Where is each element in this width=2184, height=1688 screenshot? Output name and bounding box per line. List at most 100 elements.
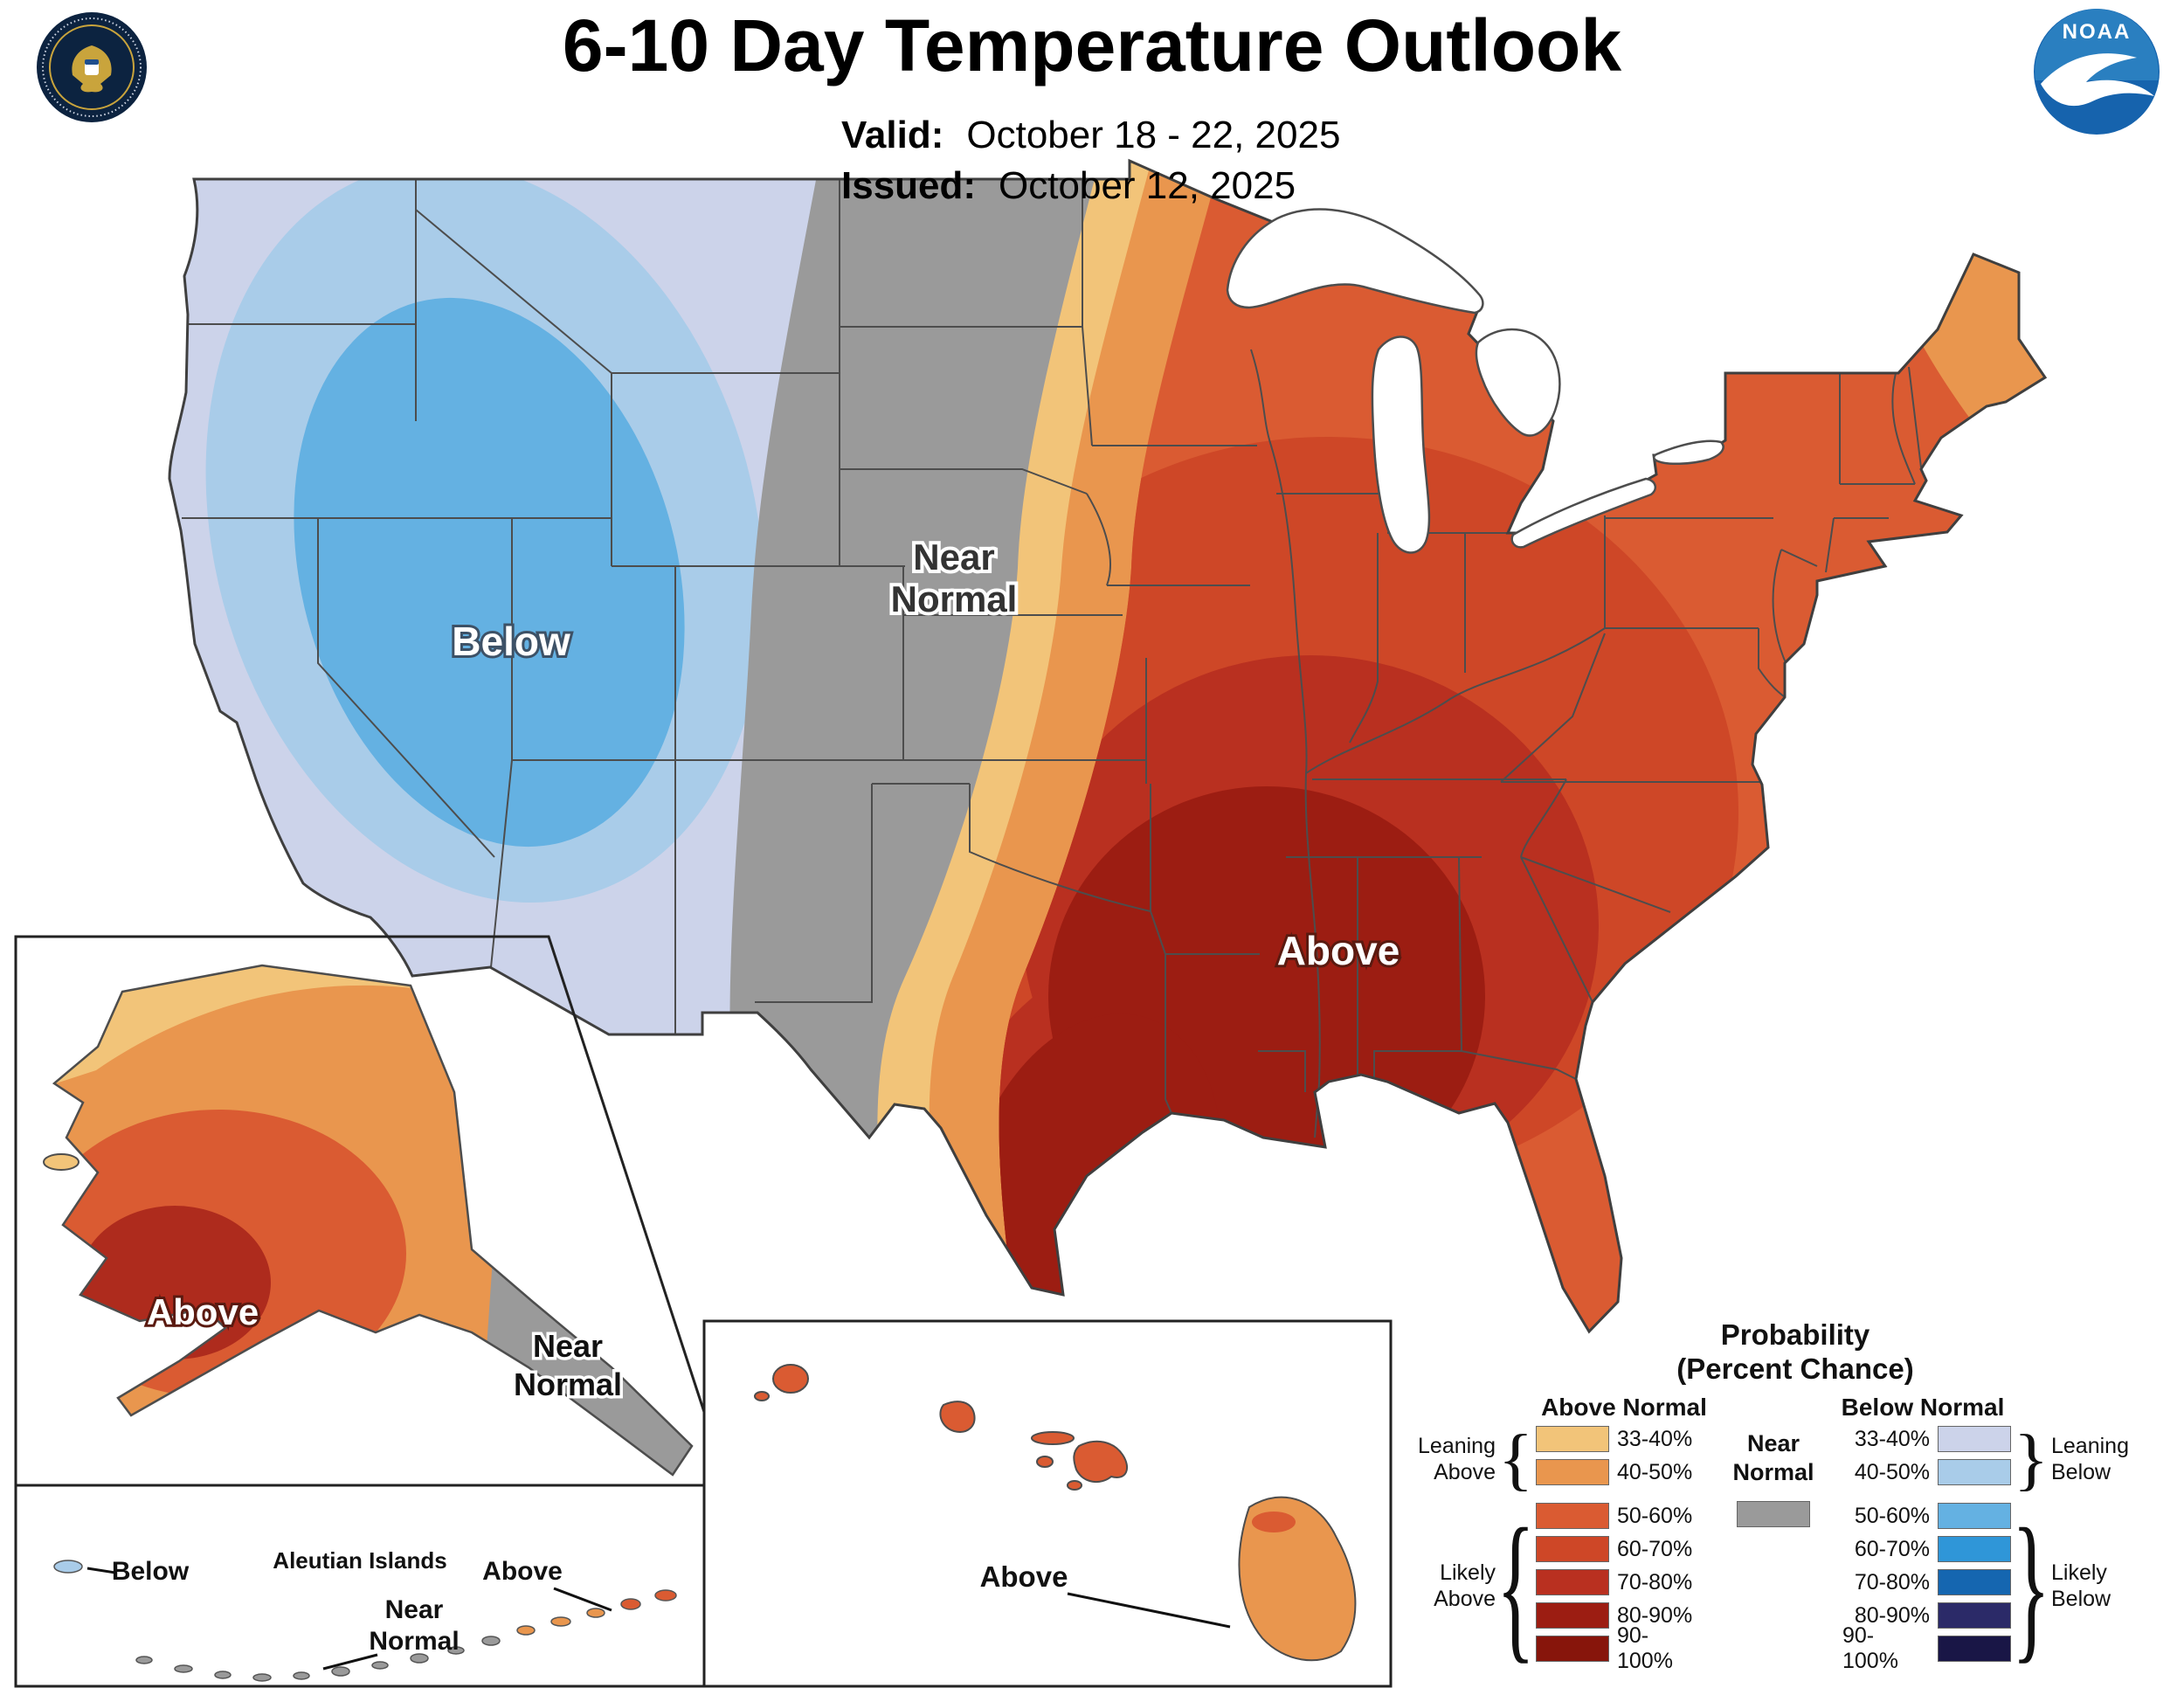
state-borders	[182, 179, 1922, 1138]
alaska-above-label: Above	[147, 1291, 259, 1332]
below-swatch	[1938, 1536, 2011, 1562]
commerce-seal-icon	[37, 12, 147, 122]
hawaii-above-pointer	[1067, 1592, 1231, 1629]
hawaii-above-label: Above	[980, 1560, 1068, 1593]
above-swatch	[1536, 1536, 1609, 1562]
lake-erie	[1510, 477, 1657, 549]
legend-subtitle: (Percent Chance)	[1676, 1352, 1914, 1385]
below-normal-header: Below Normal	[1841, 1394, 2005, 1421]
left-braces: { {	[1496, 1394, 1536, 1678]
lanai-island	[1036, 1456, 1054, 1468]
below-50-60-region	[294, 297, 685, 847]
below-swatch	[1938, 1426, 2011, 1452]
hawaiian-islands	[754, 1364, 1357, 1662]
aleutian-islands-chain	[53, 1560, 677, 1682]
below-swatch	[1938, 1569, 2011, 1595]
kahoolawe-island	[1067, 1480, 1082, 1491]
legend-row: 70-80%	[1835, 1569, 2011, 1595]
aleutians-inset: Below Aleutian Islands Near Normal Above	[14, 1484, 706, 1688]
niihau-island	[754, 1391, 770, 1401]
valid-value: October 18 - 22, 2025	[966, 114, 1341, 156]
alaska-outline	[52, 964, 694, 1477]
molokai-island	[1031, 1431, 1075, 1445]
aleutian-below-label: Below	[112, 1557, 190, 1586]
likely-below-label: Likely Below	[2051, 1560, 2111, 1611]
near-normal-swatch	[1737, 1501, 1810, 1527]
conus-near-label: Near	[913, 536, 994, 578]
legend-row: 60-70%	[1536, 1536, 1712, 1562]
legend-row: 70-80%	[1536, 1569, 1712, 1595]
conus-above-label: Above	[1277, 928, 1400, 973]
validity-dates: Valid: October 18 - 22, 2025 Issued: Octob…	[841, 110, 1340, 211]
noaa-logo-icon: NOAA	[2034, 9, 2160, 135]
valid-line: Valid: October 18 - 22, 2025	[841, 110, 1340, 161]
hawaii-inset: Above	[702, 1319, 1393, 1688]
likely-above-brace: {	[1496, 1494, 1536, 1678]
alaska-normal-label: Normal	[514, 1366, 622, 1402]
big-island-red-area	[1252, 1512, 1296, 1532]
st-lawrence-island	[43, 1153, 79, 1171]
above-swatch	[1536, 1569, 1609, 1595]
below-swatch	[1938, 1503, 2011, 1529]
issued-label: Issued:	[841, 164, 977, 207]
below-swatch	[1938, 1459, 2011, 1485]
lake-superior	[1226, 208, 1484, 315]
great-lakes	[1226, 208, 1724, 554]
big-island	[1238, 1496, 1357, 1662]
legend-row: 40-50%	[1835, 1459, 2011, 1485]
leaning-above-brace: {	[1497, 1420, 1534, 1498]
below-normal-scale: Below Normal 33-40% 40-50% 50-60% 60-70%…	[1835, 1394, 2011, 1673]
legend-row: 50-60%	[1835, 1503, 2011, 1529]
likely-below-brace: }	[2011, 1494, 2051, 1678]
likely-above-label: Likely Above	[1434, 1560, 1496, 1611]
lake-michigan	[1371, 336, 1431, 554]
valid-label: Valid:	[841, 114, 944, 156]
aleutian-islands-title: Aleutian Islands	[273, 1547, 446, 1574]
lake-huron	[1475, 328, 1561, 437]
oahu-island	[939, 1401, 976, 1433]
above-swatch	[1536, 1426, 1609, 1452]
above-swatch	[1536, 1503, 1609, 1529]
right-braces: } }	[2011, 1394, 2051, 1678]
near-normal-label: Near	[1746, 1430, 1800, 1456]
above-normal-header: Above Normal	[1541, 1394, 1707, 1421]
aleutian-above-label: Above	[482, 1557, 563, 1586]
conus-normal-label: Normal	[891, 578, 1018, 619]
aleutians-inset-border	[14, 1484, 706, 1688]
us-outline	[168, 158, 2048, 1334]
leaning-below-brace: }	[2013, 1420, 2049, 1498]
leaning-above-label: Leaning Above	[1418, 1434, 1496, 1484]
legend-row: 40-50%	[1536, 1459, 1712, 1485]
maui-island	[1073, 1440, 1129, 1484]
above-swatch	[1536, 1602, 1609, 1629]
legend-title: Probability	[1720, 1318, 1870, 1351]
near-normal-key: Near Normal	[1712, 1394, 1835, 1669]
legend-row: 33-40%	[1536, 1426, 1712, 1452]
aleutian-below-pointer	[86, 1567, 116, 1574]
legend-right-group-labels: Leaning Below Likely Below	[2051, 1394, 2139, 1669]
legend-row: 90-100%	[1835, 1623, 2011, 1673]
probability-legend: Probability (Percent Chance) Leaning Abov…	[1408, 1318, 2182, 1678]
aleutian-below-island	[53, 1560, 83, 1574]
aleutian-near-pointer	[322, 1653, 378, 1671]
lake-ontario	[1653, 439, 1724, 465]
issued-value: October 12, 2025	[999, 164, 1296, 207]
aleutian-normal-label: Normal	[369, 1627, 459, 1656]
aleutian-near-label: Near	[385, 1595, 444, 1624]
legend-row: 80-90%	[1835, 1602, 2011, 1629]
conus-below-label: Below	[452, 619, 570, 664]
below-swatch	[1938, 1602, 2011, 1629]
legend-row: 80-90%	[1536, 1602, 1712, 1629]
issued-line: Issued: October 12, 2025	[841, 161, 1340, 211]
legend-left-group-labels: Leaning Above Likely Above	[1408, 1394, 1496, 1669]
page-title: 6-10 Day Temperature Outlook	[562, 4, 1622, 86]
legend-row: 33-40%	[1835, 1426, 2011, 1452]
above-normal-scale: Above Normal 33-40% 40-50% 50-60% 60-70%…	[1536, 1394, 1712, 1673]
legend-row: 50-60%	[1536, 1503, 1712, 1529]
legend-row: 90-100%	[1536, 1623, 1712, 1673]
kauai-island	[772, 1364, 809, 1394]
alaska-near-label: Near	[533, 1328, 603, 1364]
leaning-below-label: Leaning Below	[2051, 1434, 2129, 1484]
above-swatch	[1536, 1636, 1609, 1662]
